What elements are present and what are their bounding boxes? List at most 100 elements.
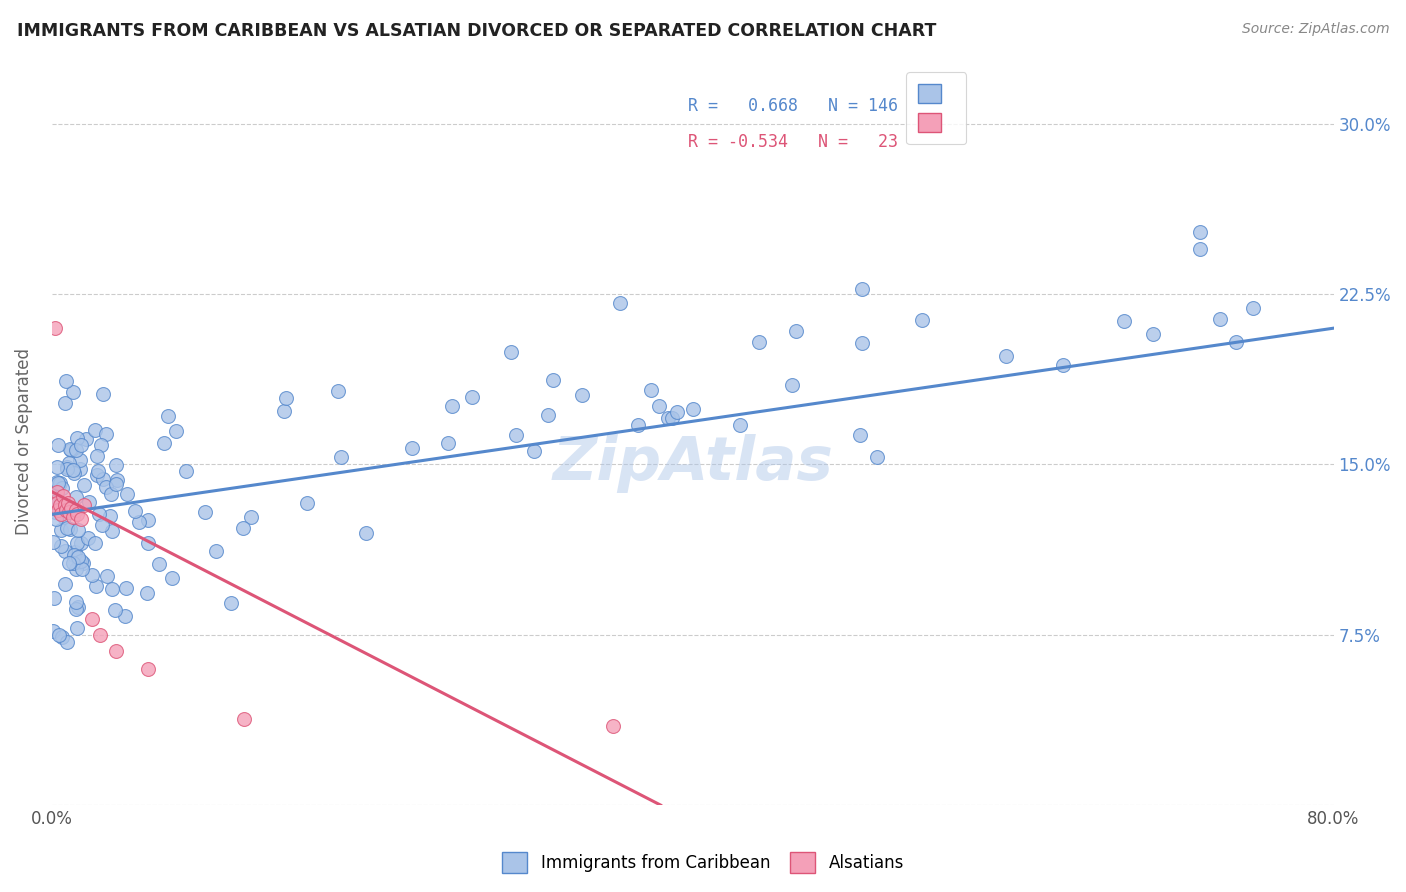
Point: [63, 544, 86, 558]
Point: [627, 417, 650, 432]
Point: [44, 499, 66, 513]
Point: [52, 489, 75, 503]
Point: [70, 437, 93, 451]
Point: [59, 442, 82, 456]
Point: [56, 496, 79, 510]
Point: [273, 404, 295, 418]
Point: [609, 296, 631, 310]
Point: [160, 571, 183, 585]
Point: [62, 385, 84, 400]
Point: [55, 374, 77, 388]
Point: [53, 577, 76, 591]
Point: [104, 603, 127, 617]
Point: [69, 462, 91, 476]
Point: [53, 544, 76, 558]
Point: [657, 410, 679, 425]
Point: [440, 399, 463, 413]
Point: [205, 544, 228, 558]
Point: [128, 515, 150, 529]
Point: [101, 524, 124, 538]
Point: [682, 402, 704, 417]
Point: [46, 503, 69, 517]
Point: [174, 465, 197, 479]
Point: [460, 390, 482, 404]
Point: [87, 464, 110, 478]
Point: [65, 490, 87, 504]
Point: [72, 556, 94, 570]
Point: [44, 489, 66, 503]
Point: [330, 450, 353, 464]
Point: [354, 526, 377, 541]
Point: [86, 450, 108, 464]
Point: [105, 473, 128, 487]
Point: [849, 427, 872, 442]
Point: [91, 517, 114, 532]
Point: [42, 591, 65, 606]
Point: [156, 409, 179, 424]
Point: [51, 481, 73, 495]
Point: [401, 441, 423, 455]
Point: [66, 600, 89, 615]
Legend: Immigrants from Caribbean, Alsatians: Immigrants from Caribbean, Alsatians: [495, 846, 911, 880]
Point: [114, 582, 136, 596]
Point: [65, 595, 87, 609]
Point: [1188, 242, 1211, 256]
Point: [45, 496, 67, 510]
Point: [45, 512, 67, 526]
Point: [55, 521, 77, 535]
Point: [46, 437, 69, 451]
Point: [83, 536, 105, 550]
Point: [51, 539, 73, 553]
Text: Source: ZipAtlas.com: Source: ZipAtlas.com: [1241, 22, 1389, 37]
Point: [94, 427, 117, 442]
Text: R =   0.668   N = 146: R = 0.668 N = 146: [688, 97, 897, 115]
Point: [62, 556, 84, 570]
Point: [42, 624, 65, 638]
Point: [100, 509, 122, 524]
Point: [67, 555, 90, 569]
Point: [84, 579, 107, 593]
Point: [42, 535, 65, 549]
Point: [851, 282, 873, 296]
Point: [1243, 301, 1265, 316]
Point: [56, 460, 79, 475]
Point: [571, 388, 593, 402]
Point: [46, 476, 69, 491]
Point: [89, 628, 111, 642]
Point: [53, 498, 76, 512]
Point: [780, 377, 803, 392]
Point: [96, 569, 118, 583]
Point: [83, 423, 105, 437]
Point: [77, 495, 100, 509]
Point: [91, 472, 114, 486]
Point: [537, 408, 560, 422]
Point: [45, 484, 67, 499]
Point: [91, 387, 114, 401]
Point: [101, 582, 124, 596]
Point: [66, 508, 89, 522]
Y-axis label: Divorced or Separated: Divorced or Separated: [15, 348, 32, 535]
Point: [48, 627, 70, 641]
Point: [42, 495, 65, 509]
Point: [65, 602, 87, 616]
Point: [523, 444, 546, 458]
Point: [105, 476, 128, 491]
Point: [665, 405, 688, 419]
Point: [194, 505, 217, 519]
Point: [55, 462, 77, 476]
Legend: , : ,: [907, 72, 966, 144]
Point: [49, 498, 72, 512]
Point: [44, 505, 66, 519]
Point: [748, 335, 770, 350]
Point: [728, 418, 751, 433]
Point: [70, 554, 93, 568]
Point: [851, 336, 873, 351]
Point: [295, 495, 318, 509]
Point: [1142, 326, 1164, 341]
Point: [73, 498, 96, 512]
Point: [117, 486, 139, 500]
Point: [51, 508, 73, 522]
Point: [44, 321, 66, 335]
Point: [66, 621, 89, 635]
Point: [76, 532, 98, 546]
